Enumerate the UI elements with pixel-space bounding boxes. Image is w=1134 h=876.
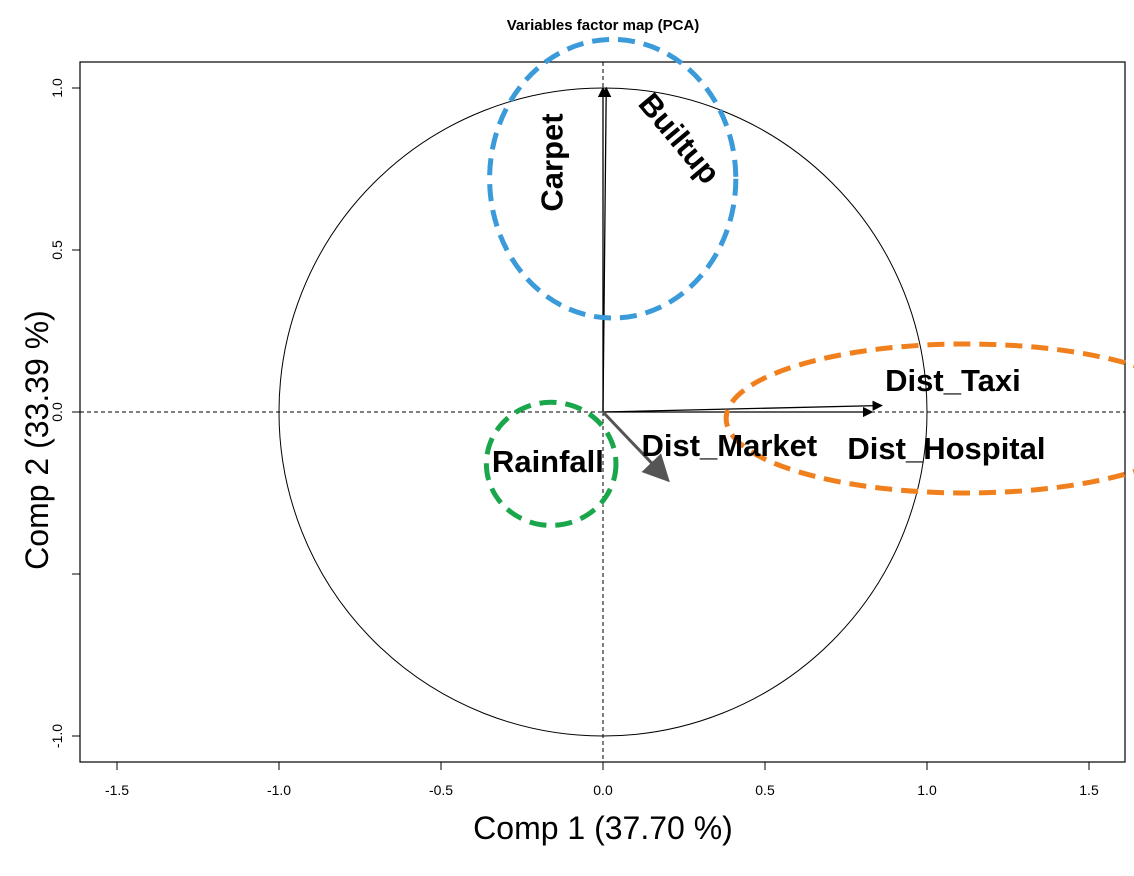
y-tick-label: 0.0: [49, 402, 65, 422]
x-tick-label: 0.5: [755, 782, 775, 798]
arrow-dist-market: [601, 410, 670, 483]
x-tick-label: 1.5: [1079, 782, 1099, 798]
variable-label-dist-taxi: Dist_Taxi: [885, 363, 1021, 398]
x-tick-label: -0.5: [429, 782, 453, 798]
highlight-ellipse-1: [487, 36, 739, 321]
x-axis-label: Comp 1 (37.70 %): [473, 810, 733, 846]
x-tick-label: 0.0: [593, 782, 613, 798]
y-tick-label: -1.0: [49, 724, 65, 748]
y-tick-label: 0.5: [49, 240, 65, 260]
variable-label-carpet: Carpet: [535, 113, 570, 211]
y-axis-label: Comp 2 (33.39 %): [19, 310, 55, 570]
y-tick-label: 1.0: [49, 78, 65, 98]
arrow-builtup: [600, 86, 612, 413]
chart-title: Variables factor map (PCA): [507, 17, 700, 34]
variable-label-dist-hospital: Dist_Hospital: [847, 431, 1045, 466]
variable-label-dist-market: Dist_Market: [641, 428, 817, 463]
variable-label-rainfall: Rainfall: [492, 444, 604, 479]
highlight-ellipse-3: [483, 399, 619, 528]
x-tick-label: -1.0: [267, 782, 291, 798]
x-tick-label: -1.5: [105, 782, 129, 798]
x-tick-label: 1.0: [917, 782, 937, 798]
highlight-ellipse-2: [723, 341, 1134, 496]
arrow-dist-taxi: [602, 400, 883, 413]
